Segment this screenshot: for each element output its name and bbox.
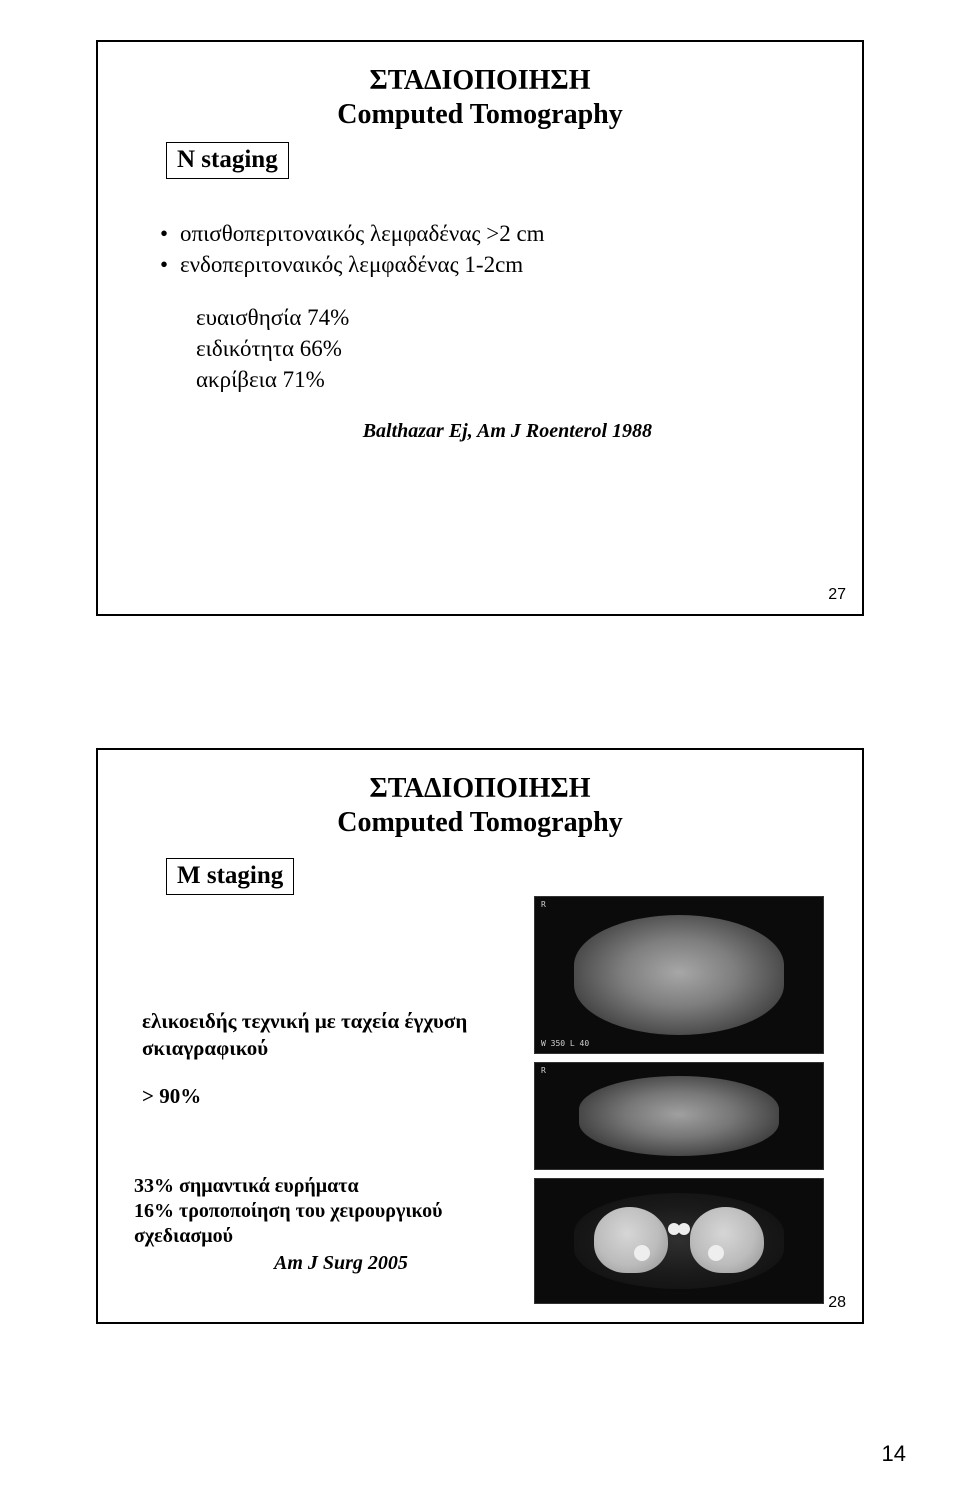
finding-2: 16% τροποποίηση του χειρουργικού σχεδιασ… bbox=[134, 1199, 512, 1249]
slide-2-title-line2: Computed Tomography bbox=[98, 806, 862, 840]
finding-citation: Am J Surg 2005 bbox=[274, 1251, 512, 1276]
ct-body-shape bbox=[579, 1076, 779, 1156]
slide-2-title-line1: ΣΤΑΔΙΟΠΟΙΗΣΗ bbox=[98, 772, 862, 806]
slide-1-title-line1: ΣΤΑΔΙΟΠΟΙΗΣΗ bbox=[98, 64, 862, 98]
finding-1: 33% σημαντικά ευρήματα bbox=[134, 1174, 512, 1199]
lung-nodule bbox=[678, 1223, 690, 1235]
lung-nodule bbox=[634, 1245, 650, 1261]
slide-1-title-line2: Computed Tomography bbox=[98, 98, 862, 132]
lung-left bbox=[594, 1207, 668, 1273]
bullet-dot: • bbox=[160, 249, 180, 280]
ct-body-shape bbox=[574, 915, 784, 1035]
ct-body-shape bbox=[574, 1193, 784, 1289]
bullet-row: • ενδοπεριτοναικός λεμφαδένας 1-2cm bbox=[160, 249, 545, 280]
document-page-number: 14 bbox=[882, 1441, 906, 1467]
sensitivity-text: ευαισθησία 74% bbox=[196, 302, 349, 333]
slide-1: ΣΤΑΔΙΟΠΟΙΗΣΗ Computed Tomography N stagi… bbox=[96, 40, 864, 616]
bullet-2-text: ενδοπεριτοναικός λεμφαδένας 1-2cm bbox=[180, 249, 523, 280]
slide-1-page-number: 27 bbox=[828, 586, 846, 604]
accuracy-text: ακρίβεια 71% bbox=[196, 364, 349, 395]
helical-line-2: σκιαγραφικού bbox=[142, 1035, 467, 1062]
bullet-row: • οπισθοπεριτοναικός λεμφαδένας >2 cm bbox=[160, 218, 545, 249]
slide-1-citation: Balthazar Ej, Am J Roenterol 1988 bbox=[363, 420, 652, 443]
ct-overlay-text: R bbox=[541, 901, 546, 910]
m-staging-label: M staging bbox=[166, 858, 294, 895]
lung-right bbox=[690, 1207, 764, 1273]
slide-2-title: ΣΤΑΔΙΟΠΟΙΗΣΗ Computed Tomography bbox=[98, 772, 862, 839]
findings-box: 33% σημαντικά ευρήματα 16% τροποποίηση τ… bbox=[98, 1164, 522, 1254]
specificity-text: ειδικότητα 66% bbox=[196, 333, 349, 364]
helical-line-1: ελικοειδής τεχνική με ταχεία έγχυση bbox=[142, 1008, 467, 1035]
slide-1-title: ΣΤΑΔΙΟΠΟΙΗΣΗ Computed Tomography bbox=[98, 64, 862, 131]
ct-scan-chest bbox=[534, 1178, 824, 1304]
bullet-dot: • bbox=[160, 218, 180, 249]
slide-1-bullets: • οπισθοπεριτοναικός λεμφαδένας >2 cm • … bbox=[160, 218, 545, 280]
helical-text: ελικοειδής τεχνική με ταχεία έγχυση σκια… bbox=[142, 1008, 467, 1063]
bullet-1-text: οπισθοπεριτοναικός λεμφαδένας >2 cm bbox=[180, 218, 545, 249]
ct-scan-abdomen-1: R W 350 L 40 bbox=[534, 896, 824, 1054]
ct-overlay-text: R bbox=[541, 1067, 546, 1076]
n-staging-label: N staging bbox=[166, 142, 289, 179]
stats-block: ευαισθησία 74% ειδικότητα 66% ακρίβεια 7… bbox=[196, 302, 349, 395]
lung-nodule bbox=[708, 1245, 724, 1261]
ct-overlay-text: W 350 L 40 bbox=[541, 1040, 589, 1049]
slide-2-page-number: 28 bbox=[828, 1294, 846, 1312]
gt90-text: > 90% bbox=[142, 1084, 201, 1109]
ct-scan-abdomen-2: R bbox=[534, 1062, 824, 1170]
slide-2: ΣΤΑΔΙΟΠΟΙΗΣΗ Computed Tomography M stagi… bbox=[96, 748, 864, 1324]
